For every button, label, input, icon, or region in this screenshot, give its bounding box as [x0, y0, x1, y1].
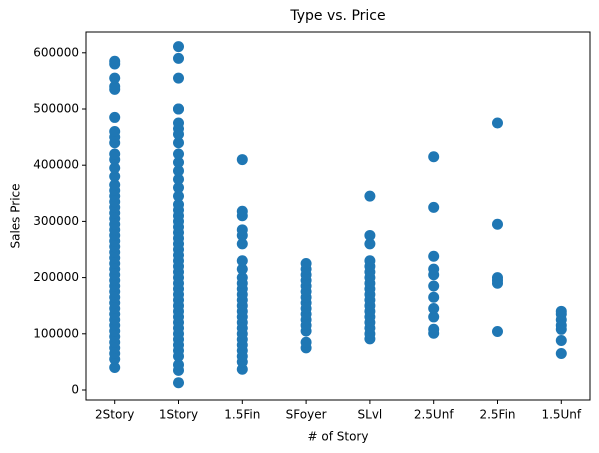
- point: [428, 151, 440, 163]
- point: [173, 182, 185, 194]
- x-tick-label: 2.5Fin: [479, 408, 515, 422]
- plot-frame: [85, 31, 591, 401]
- x-tick-label: SLvl: [358, 408, 383, 422]
- y-axis-label: Sales Price: [9, 183, 23, 248]
- point: [173, 156, 185, 168]
- point: [236, 205, 248, 217]
- point: [364, 190, 376, 202]
- x-tick-label: 2Story: [95, 408, 134, 422]
- point: [109, 148, 121, 160]
- point: [491, 218, 503, 230]
- point: [173, 377, 185, 389]
- point: [428, 311, 440, 323]
- point: [555, 347, 567, 359]
- point: [173, 41, 185, 53]
- x-tick-label: 1.5Unf: [541, 408, 581, 422]
- point: [109, 125, 121, 137]
- point: [173, 52, 185, 64]
- point: [428, 303, 440, 315]
- point: [428, 250, 440, 262]
- point: [109, 55, 121, 67]
- chart-title: Type vs. Price: [289, 8, 385, 24]
- point: [428, 280, 440, 292]
- point: [173, 359, 185, 371]
- point: [364, 238, 376, 250]
- x-tick-label: 2.5Unf: [414, 408, 454, 422]
- point: [428, 263, 440, 275]
- y-tick-label: 600000: [33, 45, 79, 59]
- y-tick-label: 300000: [33, 214, 79, 228]
- y-tick-label: 400000: [33, 158, 79, 172]
- point: [555, 335, 567, 347]
- point: [109, 72, 121, 84]
- point: [109, 170, 121, 182]
- point: [428, 201, 440, 213]
- point: [428, 323, 440, 335]
- point: [236, 224, 248, 236]
- point: [173, 165, 185, 177]
- x-axis-label: # of Story: [308, 430, 369, 444]
- point: [109, 179, 121, 191]
- point: [300, 336, 312, 348]
- point: [173, 148, 185, 160]
- point: [173, 199, 185, 211]
- point: [491, 272, 503, 284]
- point: [173, 117, 185, 129]
- point: [173, 190, 185, 202]
- y-tick-label: 0: [71, 382, 79, 396]
- y-tick-label: 100000: [33, 326, 79, 340]
- y-tick-label: 200000: [33, 270, 79, 284]
- point: [491, 117, 503, 129]
- point: [428, 291, 440, 303]
- point: [109, 162, 121, 174]
- point: [300, 258, 312, 270]
- point: [236, 272, 248, 284]
- y-tick-label: 500000: [33, 101, 79, 115]
- point: [491, 326, 503, 338]
- point: [364, 229, 376, 241]
- point: [236, 238, 248, 250]
- point: [555, 305, 567, 317]
- point: [109, 111, 121, 123]
- point: [236, 154, 248, 166]
- point: [173, 103, 185, 115]
- point: [173, 173, 185, 185]
- x-tick-label: 1Story: [159, 408, 198, 422]
- point: [236, 263, 248, 275]
- point: [109, 81, 121, 93]
- point: [173, 72, 185, 84]
- point: [364, 255, 376, 267]
- point: [109, 362, 121, 374]
- point: [173, 137, 185, 149]
- x-tick-label: 1.5Fin: [224, 408, 260, 422]
- point: [236, 255, 248, 267]
- x-tick-label: SFoyer: [286, 408, 327, 422]
